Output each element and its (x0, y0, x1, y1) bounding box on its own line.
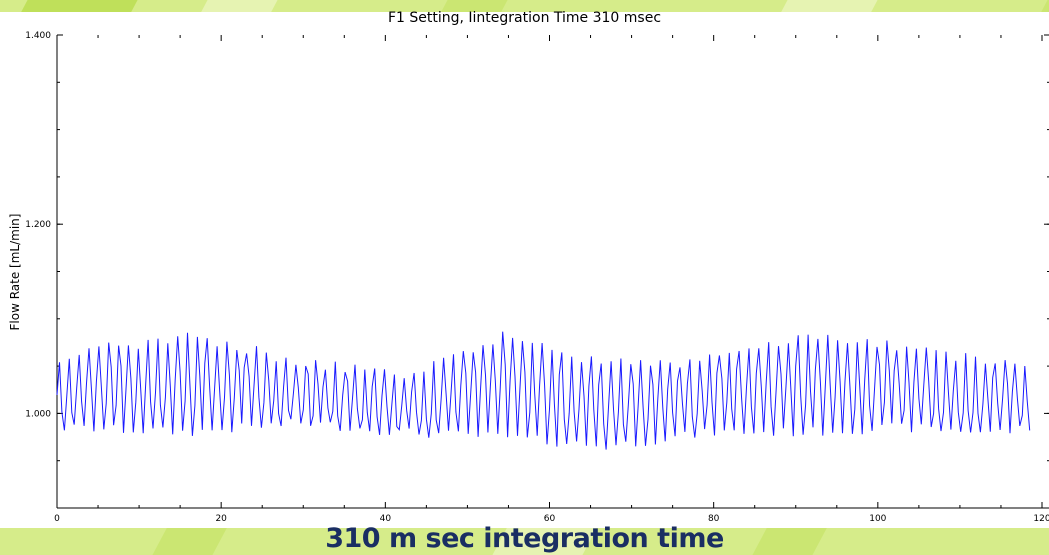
y-tick-label: 1.400 (25, 31, 51, 41)
x-tick-label: 40 (380, 514, 392, 524)
x-tick-label: 120 (1033, 514, 1049, 524)
y-tick-label: 1.200 (25, 220, 51, 230)
plot-panel (0, 12, 1049, 528)
x-tick-label: 20 (215, 514, 227, 524)
ticks: 0 20 40 60 80 100 120 1.000 1.200 1.400 (25, 31, 1049, 524)
x-tick-label: 80 (708, 514, 720, 524)
x-tick-label: 100 (869, 514, 886, 524)
x-tick-label: 0 (54, 514, 60, 524)
series-layer (56, 331, 1031, 450)
y-tick-label: 1.000 (25, 409, 51, 419)
axes (56, 35, 1049, 509)
flow-rate-series-line (56, 331, 1031, 450)
chart-title: F1 Setting, Iintegration Time 310 msec (387, 10, 662, 26)
x-tick-label: 60 (544, 514, 556, 524)
slide-caption: 310 m sec integration time (325, 523, 724, 554)
y-axis-label: Flow Rate [mL/min] (8, 213, 22, 331)
